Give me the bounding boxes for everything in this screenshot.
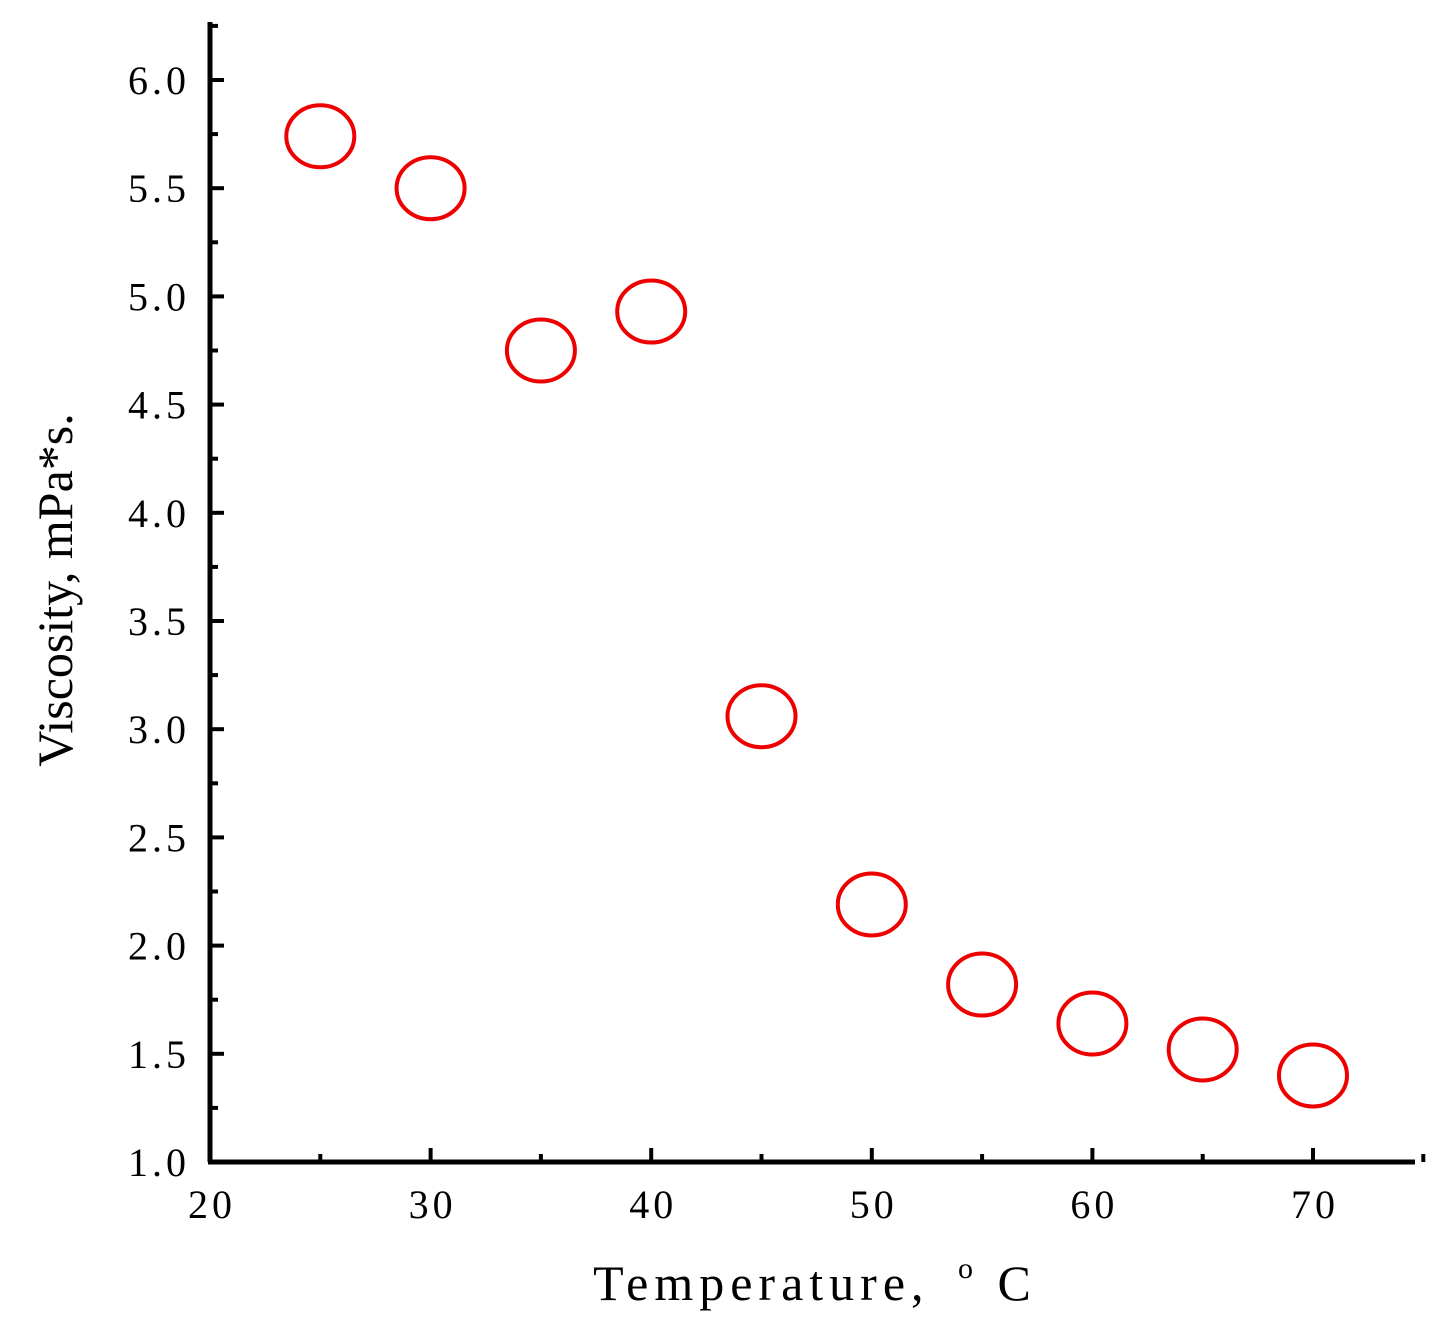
- y-tick-label: 5.5: [128, 166, 190, 211]
- x-axis-ticks: 20 30 40 50 60 70: [188, 1148, 1426, 1227]
- x-tick-label: 50: [850, 1182, 898, 1227]
- data-point: [725, 683, 798, 750]
- y-axis-title: Viscosity, mPa*s.: [27, 413, 83, 767]
- y-tick-label: 3.0: [128, 707, 190, 752]
- data-point: [394, 155, 467, 222]
- y-tick-label: 2.5: [128, 815, 190, 860]
- y-tick-label: 1.0: [128, 1140, 190, 1185]
- data-point: [1277, 1042, 1349, 1109]
- y-tick-label: 6.0: [128, 58, 190, 103]
- data-point: [946, 951, 1019, 1018]
- x-tick-label: 30: [409, 1182, 457, 1227]
- y-tick-label: 5.0: [128, 274, 190, 319]
- y-tick-label: 2.0: [128, 924, 190, 969]
- x-tick-label: 60: [1070, 1182, 1118, 1227]
- data-points: [284, 103, 1349, 1109]
- y-tick-label: 3.5: [128, 599, 190, 644]
- x-axis-title: Temperature, o C: [593, 1233, 1037, 1311]
- data-point: [1166, 1016, 1239, 1083]
- data-point: [504, 317, 577, 384]
- data-point: [615, 278, 688, 345]
- y-axis-ticks: 1.0 1.5 2.0 2.5 3.0 3.5 4.0 4.5 5.0 5.5 6.0: [128, 23, 224, 1185]
- y-tick-label: 1.5: [128, 1032, 190, 1077]
- y-tick-label: 4.5: [128, 383, 190, 428]
- x-tick-label: 20: [188, 1182, 236, 1227]
- data-point: [284, 103, 357, 170]
- axes: [207, 22, 1415, 1165]
- x-tick-label: 70: [1291, 1182, 1339, 1227]
- y-tick-label: 4.0: [128, 491, 190, 536]
- data-point: [1056, 990, 1129, 1057]
- data-point: [835, 871, 908, 938]
- x-tick-label: 40: [629, 1182, 677, 1227]
